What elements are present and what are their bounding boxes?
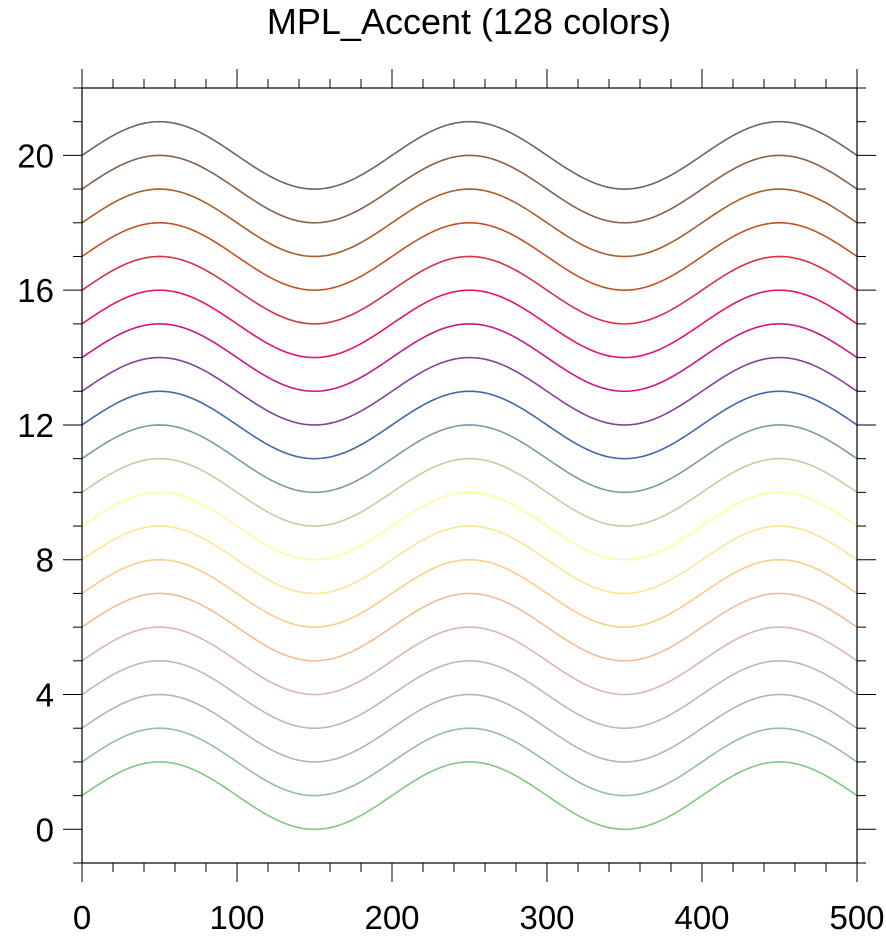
series-line-17: [81, 221, 858, 291]
x-tick-label: 0: [73, 899, 91, 935]
axes: 0 100 200 300 400 500 0 4 8 12 16 20: [17, 69, 885, 936]
series-line-15: [81, 289, 858, 359]
series-line-16: [81, 255, 858, 325]
series-line-1: [81, 761, 858, 831]
series-line-3: [81, 693, 858, 763]
plot-frame: [81, 87, 858, 864]
series-line-11: [81, 424, 858, 494]
series-line-12: [81, 390, 858, 460]
series-line-5: [81, 626, 858, 696]
series-line-20: [81, 120, 858, 190]
y-tick-label: 4: [36, 677, 54, 714]
series-line-4: [81, 660, 858, 730]
series-line-2: [81, 727, 858, 797]
series-line-6: [81, 592, 858, 662]
y-tick-label: 20: [17, 137, 54, 174]
series-line-9: [81, 491, 858, 561]
series-line-13: [81, 356, 858, 426]
x-tick-label: 200: [364, 899, 419, 935]
series-line-19: [81, 154, 858, 224]
series-line-10: [81, 457, 858, 527]
chart-title: MPL_Accent (128 colors): [267, 1, 671, 42]
series-lines: [81, 120, 858, 831]
series-line-7: [81, 558, 858, 628]
y-tick-label: 8: [36, 542, 54, 579]
series-line-14: [81, 323, 858, 393]
y-tick-label: 16: [17, 272, 54, 309]
x-tick-label: 500: [829, 899, 884, 935]
y-tick-label: 12: [17, 407, 54, 444]
y-tick-label: 0: [36, 811, 54, 848]
series-line-8: [81, 525, 858, 595]
x-tick-label: 300: [519, 899, 574, 935]
x-tick-label: 100: [209, 899, 264, 935]
x-tick-label: 400: [674, 899, 729, 935]
series-line-18: [81, 188, 858, 258]
